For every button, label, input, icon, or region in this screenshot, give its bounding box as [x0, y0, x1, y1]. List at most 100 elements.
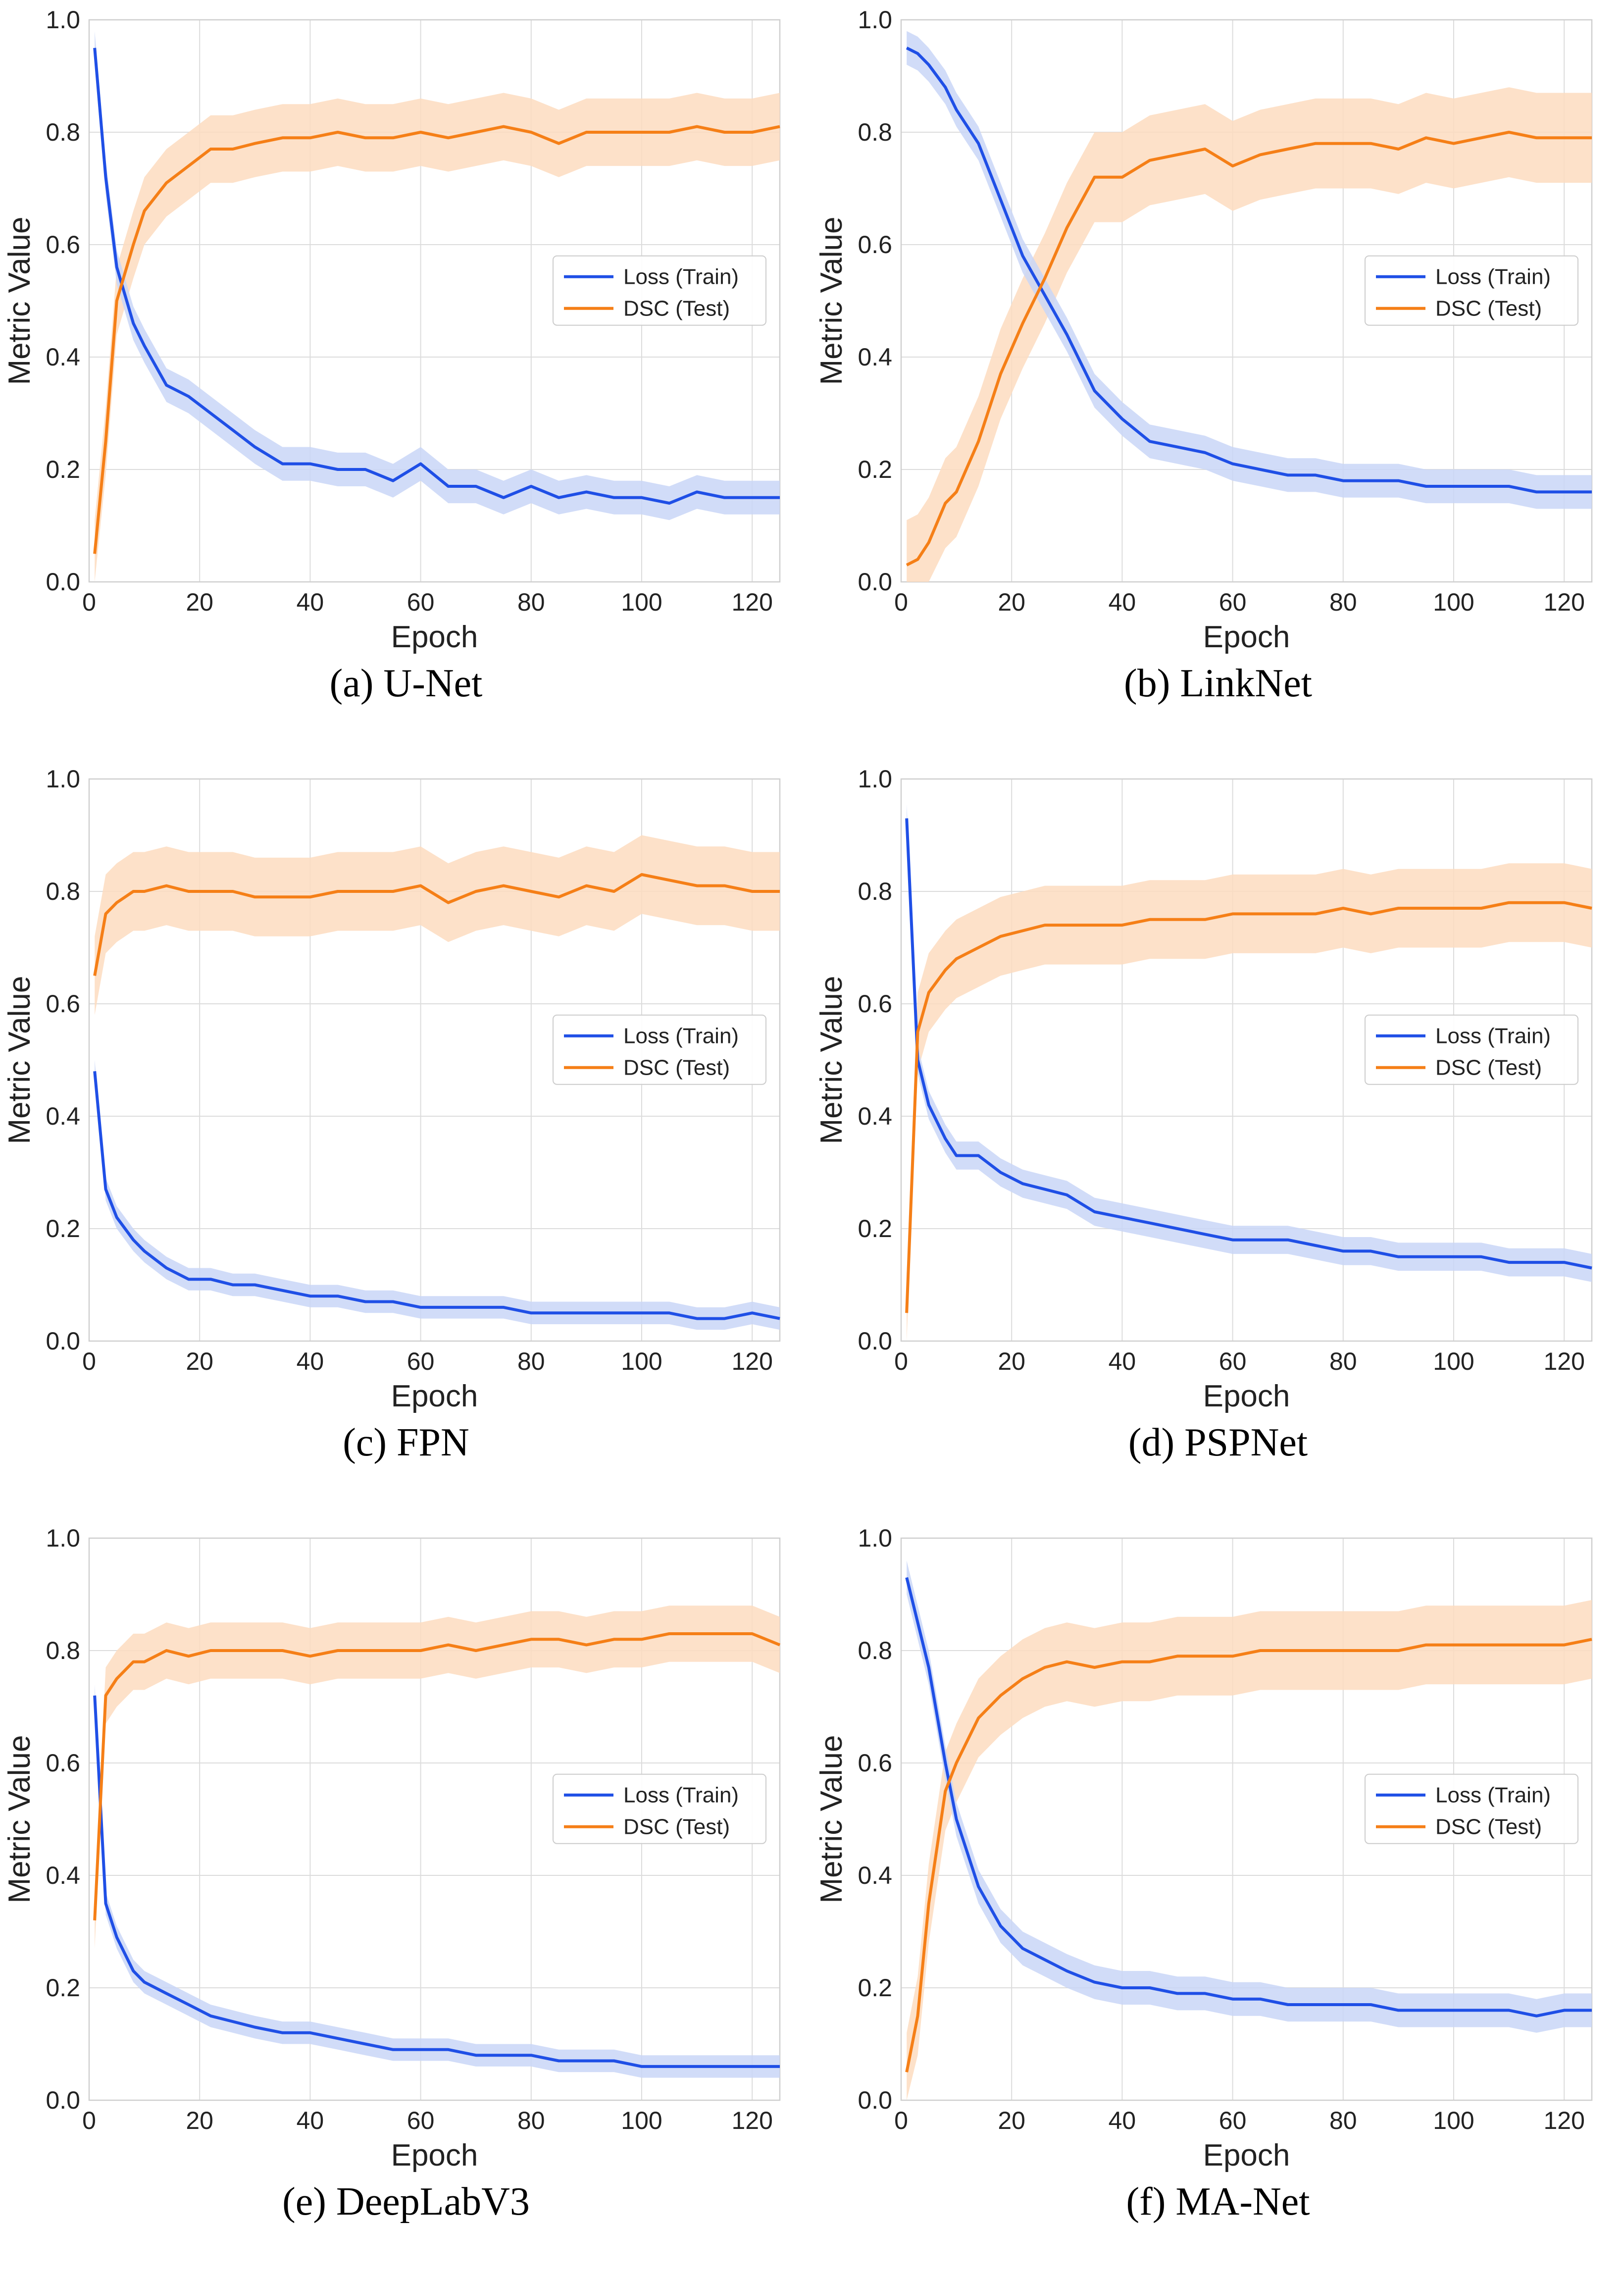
y-tick-label: 0.2 [46, 1974, 80, 2002]
y-tick-label: 0.2 [858, 456, 892, 483]
loss-series-line [905, 1577, 1592, 2018]
legend: Loss (Train) DSC (Test) [1365, 255, 1578, 326]
dsc-points [95, 874, 780, 976]
y-tick-label: 0.4 [46, 1862, 80, 1889]
dsc-band [95, 835, 780, 1015]
plot-frame [900, 19, 1593, 583]
loss-series-line [905, 818, 1592, 1270]
legend-label: DSC (Test) [1435, 297, 1542, 321]
x-tick-label: 120 [731, 588, 772, 616]
loss-band [95, 1060, 780, 1330]
x-tick-label: 60 [407, 1347, 435, 1375]
x-tick-label: 120 [731, 2107, 772, 2134]
y-tick-label: 0.6 [46, 990, 80, 1018]
y-tick-label: 0.6 [858, 990, 892, 1018]
x-tick-label: 20 [998, 1347, 1025, 1375]
x-tick-label: 40 [1109, 1347, 1136, 1375]
x-tick-label: 80 [517, 1347, 545, 1375]
x-axis-label: Epoch [391, 620, 478, 654]
chart-svg: 0 20 40 60 80 100 120 0.0 0.2 0.4 0.6 0.8 1.0 Epoch Me… [2, 1524, 781, 2173]
y-tick-label: 0.2 [46, 456, 80, 483]
panel-caption: (a) U-Net [329, 662, 483, 705]
x-axis-label: Epoch [1203, 1379, 1290, 1413]
y-tick-label: 0.0 [858, 1327, 892, 1355]
x-tick-label: 60 [1219, 588, 1247, 616]
x-tick-label: 120 [1543, 2107, 1584, 2134]
x-tick-label: 100 [1433, 1347, 1474, 1375]
plot-frame [88, 19, 781, 583]
legend-label: DSC (Test) [623, 297, 730, 321]
panel-caption: (e) DeepLabV3 [282, 2180, 530, 2224]
x-tick-label: 60 [1219, 2107, 1247, 2134]
x-tick-label: 100 [1433, 2107, 1474, 2134]
y-axis-label: Metric Value [814, 976, 849, 1144]
legend-label: Loss (Train) [1435, 1783, 1551, 1808]
bands [95, 1605, 780, 2078]
y-tick-label: 0.0 [46, 568, 80, 596]
legend-label: DSC (Test) [623, 1815, 730, 1839]
y-axis-label: Metric Value [2, 976, 37, 1144]
series-lines [905, 818, 1592, 1313]
loss-series-line [906, 47, 1592, 494]
legend: Loss (Train) DSC (Test) [553, 1773, 766, 1844]
dsc-series-line [905, 901, 1592, 1313]
series-lines [906, 47, 1592, 567]
x-tick-label: 20 [186, 588, 213, 616]
series-lines [905, 1577, 1592, 2072]
legend-label: DSC (Test) [1435, 1815, 1542, 1839]
y-tick-label: 0.8 [858, 1637, 892, 1664]
y-tick-label: 0.2 [46, 1215, 80, 1243]
chart-svg: 0 20 40 60 80 100 120 0.0 0.2 0.4 0.6 0.8 1.0 Epoch Me… [814, 6, 1593, 654]
loss-points [95, 1071, 780, 1319]
x-tick-label: 40 [297, 1347, 324, 1375]
legend: Loss (Train) DSC (Test) [553, 1014, 766, 1085]
x-tick-label: 20 [998, 2107, 1025, 2134]
y-tick-label: 0.4 [46, 1102, 80, 1130]
dsc-band [95, 93, 780, 582]
x-tick-label: 20 [186, 2107, 213, 2134]
x-tick-label: 80 [517, 2107, 545, 2134]
y-tick-label: 0.8 [46, 878, 80, 905]
dsc-series-line [906, 131, 1592, 567]
x-tick-label: 40 [1109, 2107, 1136, 2134]
y-tick-label: 0.6 [858, 231, 892, 259]
x-tick-label: 100 [621, 2107, 662, 2134]
y-tick-label: 0.8 [46, 1637, 80, 1664]
dsc-series-line [93, 125, 780, 554]
x-tick-label: 0 [894, 1347, 908, 1375]
y-tick-label: 0.4 [46, 343, 80, 371]
bands [95, 31, 780, 582]
dsc-band [907, 87, 1592, 582]
y-tick-label: 1.0 [46, 765, 80, 793]
y-tick-label: 0.4 [858, 1102, 892, 1130]
y-axis-label: Metric Value [814, 217, 849, 385]
legend: Loss (Train) DSC (Test) [1365, 1014, 1578, 1085]
y-tick-label: 0.6 [46, 231, 80, 259]
chart-panel: 0 20 40 60 80 100 120 0.0 0.2 0.4 0.6 0.8 1.0 Epoch Me… [812, 759, 1624, 1518]
x-tick-label: 0 [82, 588, 96, 616]
chart-panel: 0 20 40 60 80 100 120 0.0 0.2 0.4 0.6 0.8 1.0 Epoch Me… [0, 759, 812, 1518]
dsc-series-line [905, 1638, 1592, 2072]
loss-points [907, 1577, 1592, 2016]
series-lines [93, 1632, 781, 2068]
y-tick-label: 1.0 [46, 6, 80, 34]
x-tick-label: 80 [1329, 588, 1357, 616]
legend-label: Loss (Train) [1435, 1024, 1551, 1048]
chart-svg: 0 20 40 60 80 100 120 0.0 0.2 0.4 0.6 0.8 1.0 Epoch Me… [814, 765, 1593, 1413]
x-axis-label: Epoch [1203, 2138, 1290, 2173]
dsc-points [907, 132, 1592, 565]
x-tick-label: 120 [1543, 588, 1584, 616]
x-tick-label: 20 [998, 588, 1025, 616]
x-tick-label: 40 [297, 2107, 324, 2134]
y-tick-label: 0.0 [46, 2086, 80, 2114]
plot-frame [88, 778, 781, 1342]
loss-points [95, 1695, 780, 2067]
y-axis-label: Metric Value [2, 217, 37, 385]
y-tick-label: 0.0 [858, 568, 892, 596]
plot-frame [900, 778, 1593, 1342]
x-tick-label: 120 [731, 1347, 772, 1375]
panel-caption: (f) MA-Net [1126, 2180, 1310, 2224]
y-tick-label: 1.0 [46, 1524, 80, 1552]
y-tick-label: 0.0 [858, 2086, 892, 2114]
